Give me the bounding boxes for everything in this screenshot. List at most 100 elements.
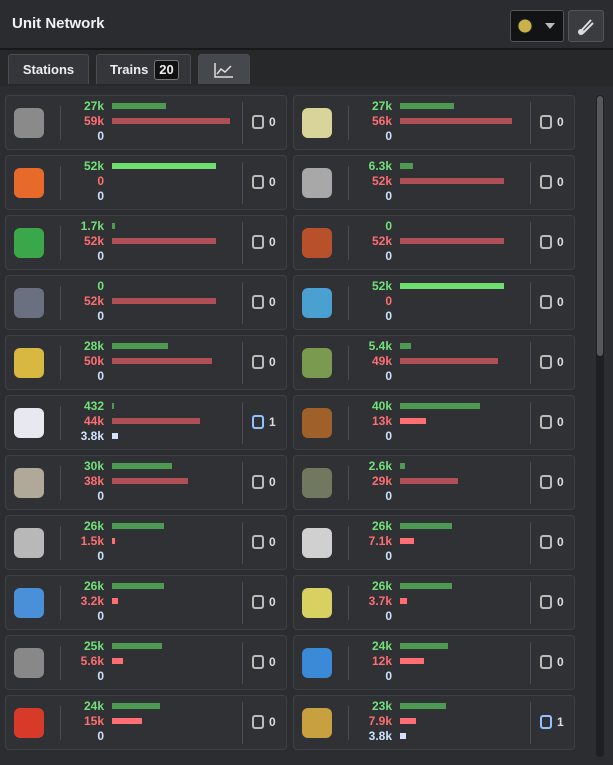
train-count: 0 bbox=[557, 535, 564, 549]
stored-value: 0 bbox=[385, 489, 392, 503]
separator bbox=[348, 466, 349, 500]
train-count: 0 bbox=[557, 595, 564, 609]
stored-value: 0 bbox=[97, 129, 104, 143]
trains-tab[interactable]: Trains 20 bbox=[96, 54, 191, 84]
produced-bar bbox=[400, 283, 504, 289]
resource-icon bbox=[14, 468, 44, 498]
resource-card: 24k 12k 0 0 bbox=[293, 635, 575, 690]
train-count: 0 bbox=[269, 475, 276, 489]
consumed-value: 50k bbox=[83, 354, 104, 368]
trains-badge: 20 bbox=[154, 60, 179, 80]
produced-value: 0 bbox=[97, 279, 104, 293]
header: Unit Network bbox=[0, 0, 613, 50]
train-icon bbox=[540, 235, 552, 249]
train-icon bbox=[252, 475, 264, 489]
resource-icon bbox=[14, 708, 44, 738]
title: Unit Network bbox=[12, 15, 105, 32]
stored-value: 3.8k bbox=[80, 429, 104, 443]
train-count: 0 bbox=[557, 235, 564, 249]
tab-bar: Stations Trains 20 bbox=[0, 50, 613, 86]
stored-bar bbox=[400, 733, 406, 739]
consumed-value: 44k bbox=[83, 414, 104, 428]
produced-bar bbox=[112, 583, 164, 589]
train-count: 0 bbox=[557, 175, 564, 189]
resource-icon bbox=[302, 108, 332, 138]
train-count: 0 bbox=[269, 655, 276, 669]
train-count: 0 bbox=[557, 115, 564, 129]
consumed-value: 0 bbox=[97, 174, 104, 188]
produced-value: 23k bbox=[371, 699, 392, 713]
train-count: 0 bbox=[269, 295, 276, 309]
separator bbox=[530, 702, 531, 744]
resource-icon bbox=[14, 168, 44, 198]
separator bbox=[348, 226, 349, 260]
resource-icon bbox=[302, 528, 332, 558]
consumed-bar bbox=[112, 478, 188, 484]
resource-card: 52k 0 0 0 bbox=[293, 275, 575, 330]
scrollbar[interactable] bbox=[596, 95, 604, 757]
resource-card: 432 44k 3.8k 1 bbox=[5, 395, 287, 450]
consumed-bar bbox=[112, 658, 124, 664]
consumed-value: 15k bbox=[83, 714, 104, 728]
consumed-bar bbox=[112, 298, 216, 304]
produced-bar bbox=[112, 643, 162, 649]
resource-icon bbox=[14, 408, 44, 438]
separator bbox=[242, 462, 243, 504]
train-icon bbox=[252, 535, 264, 549]
stations-tab[interactable]: Stations bbox=[8, 54, 89, 84]
separator bbox=[348, 526, 349, 560]
consumed-bar bbox=[112, 718, 142, 724]
produced-value: 27k bbox=[83, 99, 104, 113]
resource-card: 26k 1.5k 0 0 bbox=[5, 515, 287, 570]
scroll-thumb[interactable] bbox=[597, 96, 603, 356]
stored-value: 3.8k bbox=[368, 729, 392, 743]
separator bbox=[348, 646, 349, 680]
graph-tab[interactable] bbox=[198, 54, 250, 84]
train-icon bbox=[540, 415, 552, 429]
train-count: 0 bbox=[557, 475, 564, 489]
consumed-bar bbox=[112, 418, 200, 424]
train-count: 1 bbox=[269, 415, 276, 429]
separator bbox=[242, 402, 243, 444]
stored-value: 0 bbox=[97, 669, 104, 683]
stored-value: 0 bbox=[385, 249, 392, 263]
resource-icon bbox=[302, 648, 332, 678]
settings-button[interactable] bbox=[568, 10, 604, 42]
train-count: 0 bbox=[557, 295, 564, 309]
consumed-bar bbox=[112, 238, 216, 244]
stored-bar bbox=[112, 433, 118, 439]
stored-value: 0 bbox=[97, 609, 104, 623]
resource-icon bbox=[302, 708, 332, 738]
consumed-bar bbox=[112, 598, 119, 604]
consumed-bar bbox=[400, 418, 426, 424]
separator bbox=[60, 706, 61, 740]
consumed-bar bbox=[400, 718, 416, 724]
train-icon bbox=[540, 115, 552, 129]
consumed-value: 5.6k bbox=[80, 654, 104, 668]
consumed-value: 49k bbox=[371, 354, 392, 368]
resource-card: 23k 7.9k 3.8k 1 bbox=[293, 695, 575, 750]
resource-icon bbox=[14, 648, 44, 678]
resource-icon bbox=[14, 288, 44, 318]
train-icon bbox=[252, 355, 264, 369]
resource-icon bbox=[14, 588, 44, 618]
separator bbox=[242, 642, 243, 684]
separator bbox=[242, 222, 243, 264]
separator bbox=[242, 522, 243, 564]
separator bbox=[530, 402, 531, 444]
resource-icon bbox=[302, 288, 332, 318]
train-icon bbox=[540, 355, 552, 369]
produced-value: 5.4k bbox=[368, 339, 392, 353]
resource-card: 27k 56k 0 0 bbox=[293, 95, 575, 150]
resource-dropdown[interactable] bbox=[510, 10, 564, 42]
resource-card: 1.7k 52k 0 0 bbox=[5, 215, 287, 270]
separator bbox=[348, 406, 349, 440]
train-icon bbox=[252, 655, 264, 669]
resource-card: 52k 0 0 0 bbox=[5, 155, 287, 210]
stored-value: 0 bbox=[97, 189, 104, 203]
stored-value: 0 bbox=[97, 489, 104, 503]
produced-bar bbox=[400, 703, 446, 709]
consumed-value: 56k bbox=[371, 114, 392, 128]
produced-bar bbox=[400, 403, 480, 409]
stored-value: 0 bbox=[97, 369, 104, 383]
